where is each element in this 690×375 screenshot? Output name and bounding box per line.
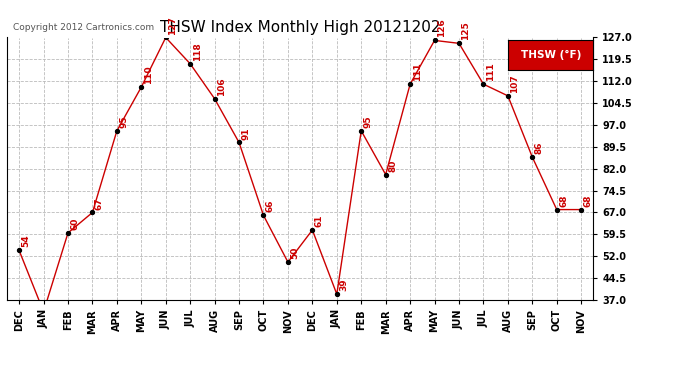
Point: [356, 128, 367, 134]
Text: 127: 127: [168, 16, 177, 34]
Text: 91: 91: [241, 127, 250, 140]
Point: [575, 207, 586, 213]
Text: 111: 111: [413, 63, 422, 81]
Text: 126: 126: [437, 19, 446, 38]
Text: 118: 118: [193, 42, 201, 61]
Point: [38, 309, 49, 315]
Text: 80: 80: [388, 159, 397, 172]
Point: [429, 38, 440, 44]
Text: 111: 111: [486, 63, 495, 81]
Text: 125: 125: [462, 22, 471, 40]
Point: [380, 172, 391, 178]
Point: [209, 96, 220, 102]
Point: [63, 230, 74, 236]
Text: 39: 39: [339, 279, 348, 291]
Text: 54: 54: [21, 235, 30, 248]
Point: [258, 212, 269, 218]
Text: 110: 110: [144, 66, 152, 84]
Point: [282, 259, 293, 265]
Point: [136, 84, 147, 90]
Text: 95: 95: [119, 115, 128, 128]
Text: 107: 107: [511, 74, 520, 93]
Point: [526, 154, 538, 160]
Text: 106: 106: [217, 77, 226, 96]
Text: 67: 67: [95, 197, 104, 210]
Point: [160, 34, 171, 40]
Point: [14, 248, 25, 254]
Point: [111, 128, 122, 134]
Point: [551, 207, 562, 213]
Point: [478, 81, 489, 87]
Title: THSW Index Monthly High 20121202: THSW Index Monthly High 20121202: [160, 20, 440, 35]
Text: 66: 66: [266, 200, 275, 213]
Text: Copyright 2012 Cartronics.com: Copyright 2012 Cartronics.com: [13, 23, 154, 32]
Point: [331, 291, 342, 297]
Point: [502, 93, 513, 99]
Point: [453, 40, 464, 46]
Point: [87, 210, 98, 216]
Point: [233, 140, 244, 146]
Text: 60: 60: [70, 217, 79, 230]
Text: 95: 95: [364, 115, 373, 128]
Point: [307, 227, 318, 233]
Text: 68: 68: [584, 194, 593, 207]
Text: 61: 61: [315, 214, 324, 227]
Text: 86: 86: [535, 142, 544, 154]
Text: 50: 50: [290, 247, 299, 259]
Point: [404, 81, 415, 87]
Text: 33: 33: [0, 374, 1, 375]
Text: 68: 68: [559, 194, 568, 207]
Point: [185, 61, 196, 67]
